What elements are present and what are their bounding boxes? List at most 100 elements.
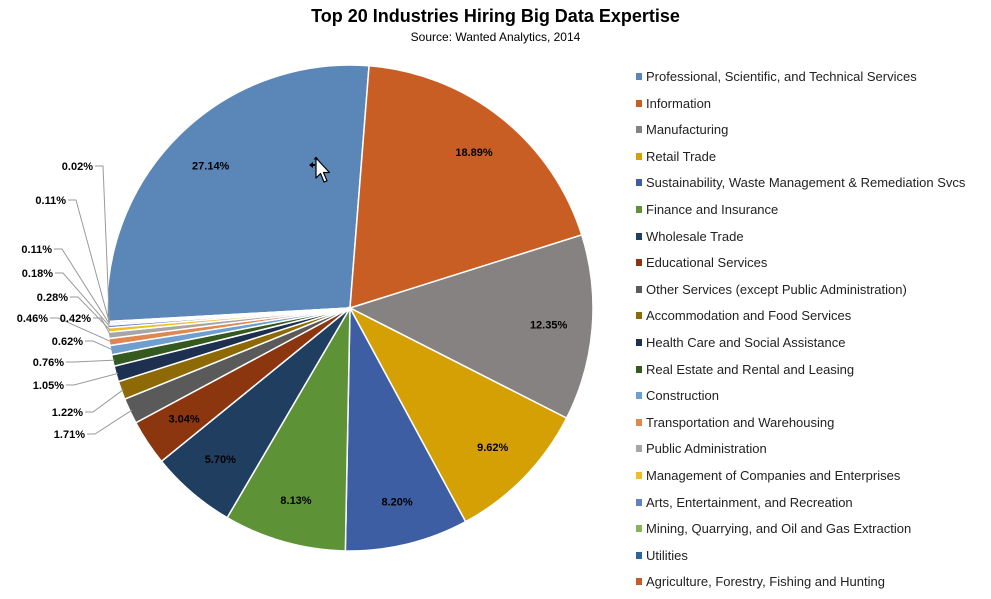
legend-swatch [636,392,642,400]
slice-data-label: 1.05% [33,380,64,392]
legend-swatch [636,73,642,80]
legend-label: Utilities [646,547,688,563]
pie-slice [344,305,467,552]
leader-line [54,248,110,325]
leader-line [66,372,119,386]
slice-data-label: 0.11% [35,195,66,207]
leader-line [85,389,124,413]
chart-subtitle: Source: Wanted Analytics, 2014 [410,30,581,44]
slice-data-label: 0.02% [62,161,93,173]
leader-line [70,296,111,331]
legend-item: Wholesale Trade [636,226,991,253]
legend-item: Professional, Scientific, and Technical … [636,66,991,93]
slice-data-label: 0.42% [60,313,91,325]
legend-swatch [636,525,642,533]
legend-swatch [636,365,642,373]
leader-line [95,165,110,322]
legend-swatch [636,152,642,160]
legend-item: Health Care and Social Assistance [636,332,991,359]
legend-swatch [636,232,642,240]
legend-label: Professional, Scientific, and Technical … [646,69,917,84]
leader-line [68,199,110,323]
pie-slice [348,306,568,523]
legend-swatch [636,99,642,107]
legend-item: Utilities [636,545,991,572]
legend-label: Real Estate and Rental and Leasing [646,361,855,377]
slice-data-label: 0.18% [22,268,53,280]
pie-slice [349,64,583,310]
legend-label: Accommodation and Food Services [646,308,852,324]
legend-label: Public Administration [646,441,767,457]
legend-item: Transportation and Warehousing [636,412,991,439]
legend-item: Manufacturing [636,119,991,146]
legend-swatch [636,578,642,586]
legend-item: Finance and Insurance [636,199,991,226]
slice-data-label: 12.35% [530,319,568,331]
legend-label: Retail Trade [646,148,717,164]
legend-item: Management of Companies and Enterprises [636,465,991,492]
legend-label: Construction [646,388,719,404]
chart-title: Top 20 Industries Hiring Big Data Expert… [311,6,680,26]
legend-item: Mining, Quarrying, and Oil and Gas Extra… [636,518,991,545]
legend-item: Educational Services [636,252,991,279]
legend-item: Information [636,93,991,120]
legend-swatch [636,179,642,187]
slice-data-label: 27.14% [192,161,230,173]
move-cursor-icon [309,156,330,183]
legend-label: Agriculture, Forestry, Fishing and Hunti… [646,574,885,590]
legend-swatch [636,338,642,346]
legend-label: Mining, Quarrying, and Oil and Gas Extra… [646,521,912,537]
leader-line [50,317,112,343]
legend-label: Health Care and Social Assistance [646,334,846,350]
legend-swatch [636,285,642,293]
pie-slice [106,64,370,323]
leader-line [85,340,113,351]
leader-line [93,317,111,336]
legend-swatch [636,551,642,559]
legend-item: Sustainability, Waste Management & Remed… [636,172,991,199]
slice-data-label: 0.76% [33,357,64,369]
slice-data-label: 8.13% [280,495,311,507]
slice-data-label: 8.20% [381,497,412,509]
legend-label: Sustainability, Waste Management & Remed… [646,175,966,191]
slice-data-label: 3.04% [168,413,199,425]
legend-item: Accommodation and Food Services [636,305,991,332]
legend-item: Retail Trade [636,146,991,173]
leader-line [55,272,111,327]
pie-slice [226,305,351,552]
legend-label: Arts, Entertainment, and Recreation [646,494,853,510]
slice-data-label: 0.46% [17,313,48,325]
legend-label: Manufacturing [646,122,729,138]
legend-swatch [636,312,642,320]
chart-legend: Professional, Scientific, and Technical … [636,66,991,598]
legend-item: Real Estate and Rental and Leasing [636,359,991,386]
slice-data-label: 1.71% [54,429,85,441]
legend-swatch [636,205,642,213]
legend-item: Public Administration [636,438,991,465]
legend-label: Finance and Insurance [646,201,779,217]
legend-label: Other Services (except Public Administra… [646,281,907,297]
slice-data-label: 0.28% [37,292,68,304]
legend-item: Other Services (except Public Administra… [636,279,991,306]
slice-data-label: 18.89% [455,147,493,159]
legend-item: Arts, Entertainment, and Recreation [636,492,991,519]
legend-swatch [636,259,642,267]
slice-data-label: 0.11% [21,244,52,256]
legend-swatch [636,126,642,134]
legend-swatch [636,498,642,506]
legend-label: Educational Services [646,255,768,271]
leader-line [87,409,133,435]
slice-data-label: 9.62% [477,442,508,454]
slice-data-label: 1.22% [52,407,83,419]
legend-swatch [636,445,642,453]
slice-data-label: 5.70% [205,454,236,466]
pie-chart: 27.14% 18.89% 12.35% 9.62% 8.20% 8.13% 5.70% 3.… [17,64,594,552]
legend-label: Management of Companies and Enterprises [646,467,901,483]
legend-item: Agriculture, Forestry, Fishing and Hunti… [636,571,991,598]
legend-label: Wholesale Trade [646,228,744,244]
legend-swatch [636,418,642,426]
slice-data-label: 0.62% [52,336,83,348]
legend-item: Construction [636,385,991,412]
legend-swatch [636,471,642,479]
pie-slice [348,233,594,420]
